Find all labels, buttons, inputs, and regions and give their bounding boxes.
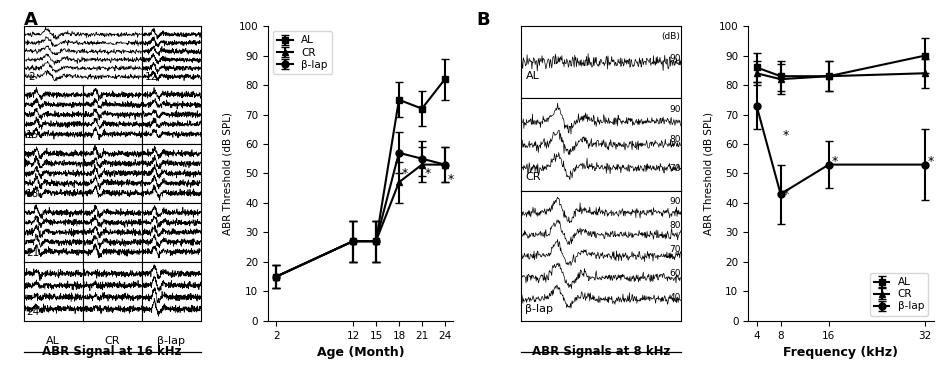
Text: CR: CR (105, 336, 120, 346)
Text: *: * (831, 155, 837, 168)
Text: 12: 12 (145, 72, 158, 82)
Text: 90: 90 (670, 105, 681, 114)
Text: CR: CR (525, 172, 541, 182)
Y-axis label: ABR Threshold (dB SPL): ABR Threshold (dB SPL) (223, 112, 233, 235)
Text: 80: 80 (670, 135, 681, 144)
Text: *: * (402, 167, 408, 180)
Text: β-lap: β-lap (157, 336, 185, 346)
X-axis label: Age (Month): Age (Month) (317, 346, 405, 359)
Text: ABR Signal at 16 kHz: ABR Signal at 16 kHz (42, 345, 182, 358)
Text: 24: 24 (26, 307, 40, 317)
Text: B: B (476, 11, 489, 29)
Legend: AL, CR, β-lap: AL, CR, β-lap (273, 31, 332, 74)
Text: 21: 21 (26, 248, 40, 258)
Text: A: A (24, 11, 38, 29)
Text: *: * (928, 155, 934, 168)
Text: AL: AL (525, 71, 539, 81)
Text: (dB): (dB) (662, 32, 681, 41)
Text: 2: 2 (28, 72, 35, 82)
Text: 70: 70 (670, 245, 681, 254)
Text: ABR Signals at 8 kHz: ABR Signals at 8 kHz (532, 345, 670, 358)
Text: 70: 70 (670, 164, 681, 173)
Text: 80: 80 (670, 221, 681, 230)
Text: 90: 90 (670, 197, 681, 206)
Text: *: * (448, 173, 455, 186)
Y-axis label: ABR Threshold (dB SPL): ABR Threshold (dB SPL) (703, 112, 713, 235)
Text: *: * (783, 188, 789, 201)
Text: 60: 60 (670, 269, 681, 278)
Text: *: * (783, 129, 789, 142)
Text: 15: 15 (26, 131, 40, 141)
Legend: AL, CR, β-lap: AL, CR, β-lap (869, 273, 928, 316)
Text: β-lap: β-lap (525, 304, 554, 314)
X-axis label: Frequency (kHz): Frequency (kHz) (784, 346, 899, 359)
Text: 90: 90 (670, 54, 681, 63)
Text: *: * (425, 167, 431, 180)
Text: AL: AL (46, 336, 60, 346)
Text: 40: 40 (670, 293, 681, 302)
Text: 18: 18 (26, 189, 40, 200)
